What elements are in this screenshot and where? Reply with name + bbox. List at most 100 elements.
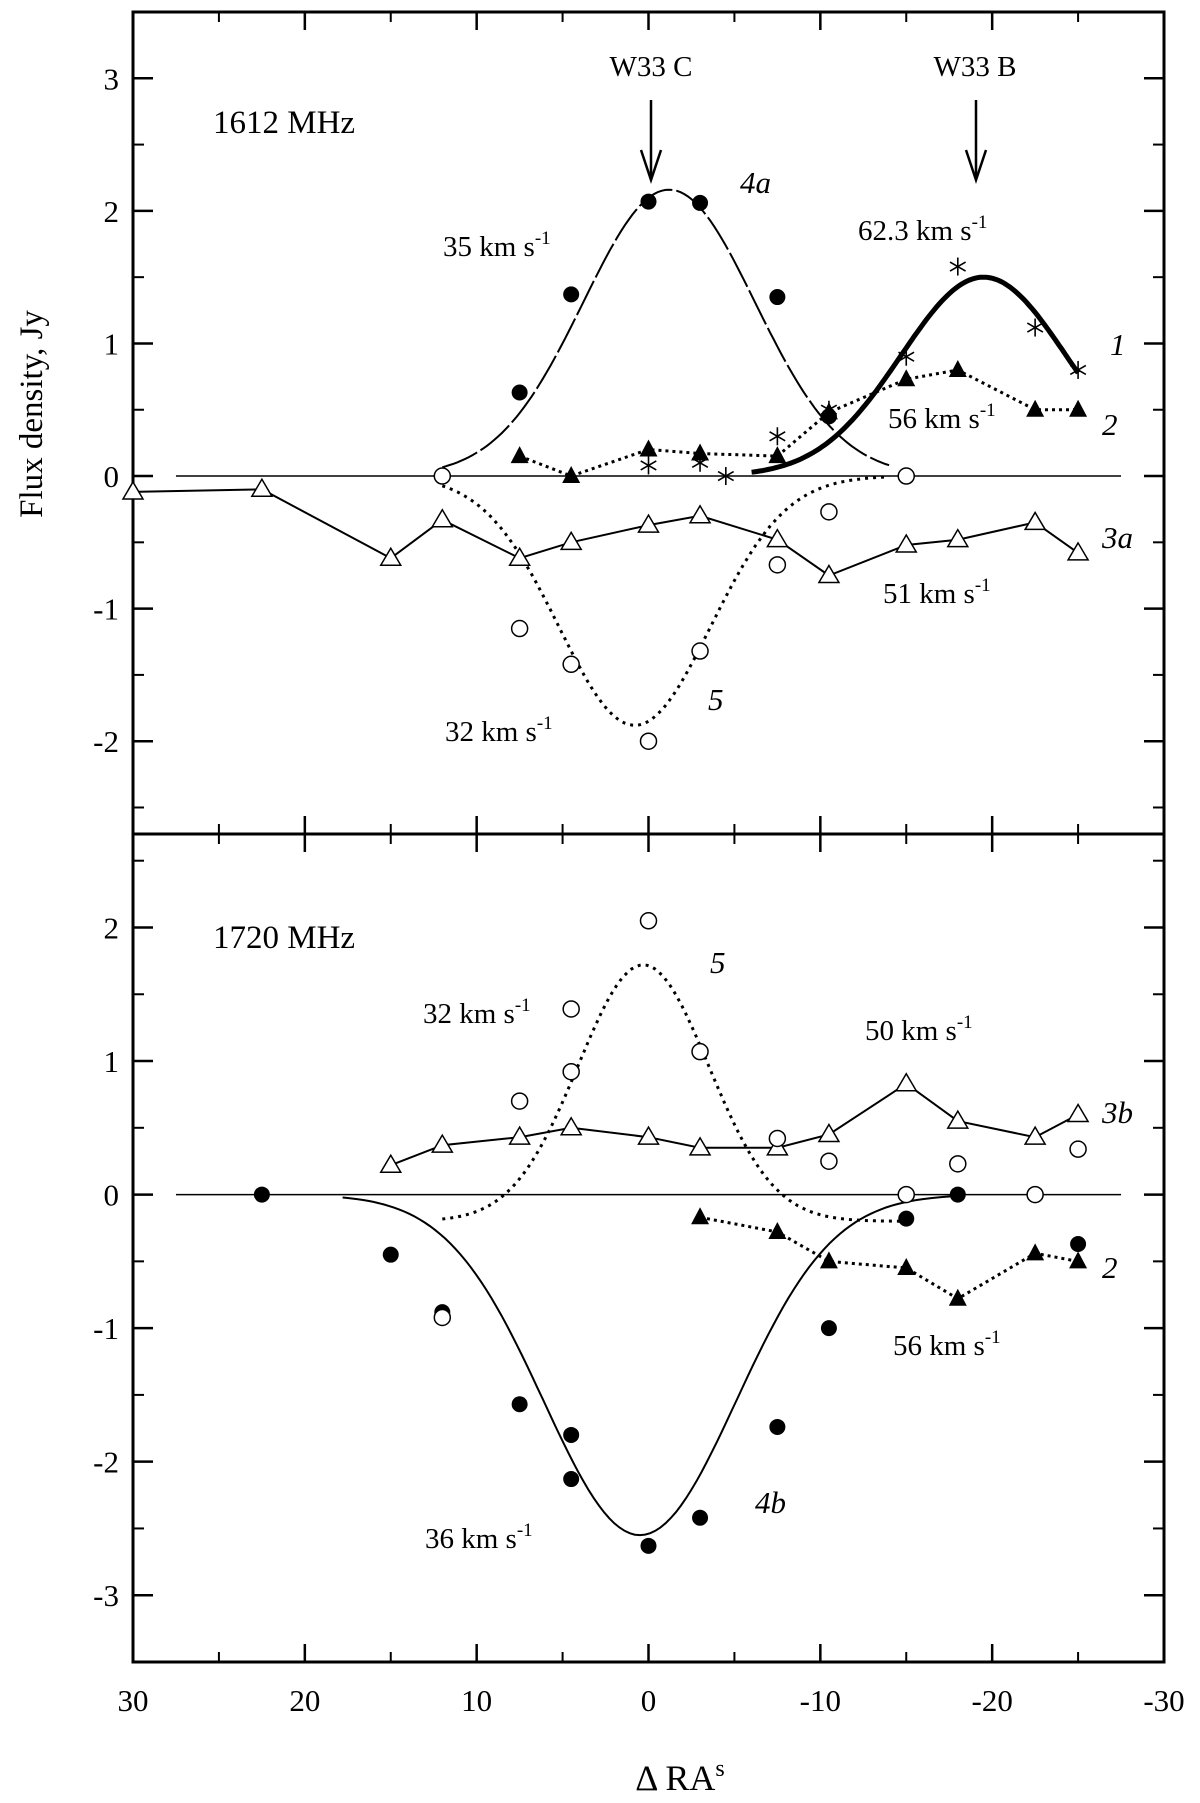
marker-3a xyxy=(430,508,454,528)
curve-label-2-top: 2 xyxy=(1102,407,1118,442)
annotation-w33b: W33 B xyxy=(934,51,1017,184)
fit-curves xyxy=(342,188,1081,1537)
marker-3b xyxy=(559,1116,583,1136)
x-tick-label: 10 xyxy=(461,1683,492,1718)
curve-label-1: 1 xyxy=(1110,327,1126,362)
marker-4b xyxy=(253,1186,270,1203)
y-tick-label: 1 xyxy=(104,326,120,361)
x-tick-label: 0 xyxy=(641,1683,657,1718)
marker-3a xyxy=(121,480,145,500)
marker-1 xyxy=(949,261,966,272)
marker-3b xyxy=(1023,1125,1047,1145)
marker-5 xyxy=(562,655,580,674)
fit-curve-5 xyxy=(442,963,907,1223)
marker-3a xyxy=(946,528,970,548)
marker-3b xyxy=(508,1125,531,1145)
marker-4b xyxy=(949,1186,966,1203)
x-tick-label: 30 xyxy=(118,1683,149,1718)
x-tick-label: -30 xyxy=(1143,1683,1184,1718)
marker-5 xyxy=(820,1152,838,1170)
marker-3b xyxy=(817,1123,841,1143)
marker-3a xyxy=(817,563,841,584)
marker-2 xyxy=(691,443,710,461)
y-tick-label: -3 xyxy=(93,1578,119,1613)
marker-2 xyxy=(948,359,967,377)
marker-4b xyxy=(640,1537,657,1554)
y-tick-label: 2 xyxy=(104,910,120,945)
annotation-w33b-label: W33 B xyxy=(934,51,1017,83)
marker-3a xyxy=(1023,510,1047,531)
marker-1 xyxy=(640,460,657,471)
marker-4b xyxy=(769,1418,786,1435)
velocity-label-2-top: 56 km s-1 xyxy=(888,400,996,435)
fit-curve-4b xyxy=(342,1195,958,1537)
marker-2 xyxy=(948,1288,967,1306)
x-axis-label: Δ RAs xyxy=(635,1756,725,1798)
marker-3a xyxy=(559,530,583,551)
series-line-3a xyxy=(132,488,1079,577)
curve-label-5-bottom: 5 xyxy=(710,945,726,980)
marker-5 xyxy=(949,1155,967,1173)
marker-4b xyxy=(1070,1235,1087,1252)
marker-1 xyxy=(898,351,915,362)
marker-1 xyxy=(717,470,735,482)
y-tick-label: 2 xyxy=(104,194,120,229)
marker-3b xyxy=(379,1153,403,1173)
marker-3a xyxy=(508,546,531,566)
annotation-w33c-arrowhead xyxy=(639,149,663,184)
marker-3a xyxy=(766,528,789,548)
marker-5 xyxy=(639,732,658,750)
marker-5 xyxy=(897,467,915,485)
marker-5 xyxy=(433,467,452,485)
marker-4b xyxy=(382,1246,399,1263)
series-line-2 xyxy=(699,1215,1079,1301)
velocity-label-4a: 35 km s-1 xyxy=(443,228,551,263)
y-tick-label: 0 xyxy=(104,1178,120,1213)
velocity-label-4b: 36 km s-1 xyxy=(425,1520,533,1555)
y-tick-label: 1 xyxy=(104,1044,120,1079)
x-tick-label: -10 xyxy=(800,1683,841,1718)
marker-3b xyxy=(688,1136,712,1156)
marker-3a xyxy=(894,533,918,553)
marker-2 xyxy=(897,369,916,387)
marker-3b xyxy=(637,1125,660,1145)
marker-2 xyxy=(819,1251,838,1269)
marker-3a xyxy=(250,477,274,498)
marker-5 xyxy=(768,1129,787,1148)
marker-5 xyxy=(691,642,709,660)
marker-2 xyxy=(639,439,658,457)
marker-5 xyxy=(897,1185,915,1204)
series-line-2 xyxy=(519,368,1079,478)
velocity-label-3b: 50 km s-1 xyxy=(865,1012,973,1047)
marker-3b xyxy=(430,1133,454,1153)
marker-2 xyxy=(897,1258,916,1276)
fit-curve-1 xyxy=(751,274,1081,475)
marker-3b xyxy=(946,1109,970,1129)
marker-5 xyxy=(691,1042,709,1061)
marker-1 xyxy=(769,431,786,442)
marker-4b xyxy=(820,1320,837,1337)
fit-curve-4a xyxy=(442,188,890,469)
y-tick-label: 0 xyxy=(104,459,120,494)
marker-4b xyxy=(563,1426,580,1443)
curve-label-2-bottom: 2 xyxy=(1102,1250,1118,1285)
marker-5 xyxy=(1069,1140,1087,1158)
top-panel-title: 1612 MHz xyxy=(213,105,355,141)
marker-3a xyxy=(637,513,660,533)
marker-5 xyxy=(562,1000,580,1018)
marker-4a xyxy=(563,286,580,303)
marker-4a xyxy=(769,289,786,306)
marker-2 xyxy=(1026,1243,1045,1261)
bottom-panel-title: 1720 MHz xyxy=(213,920,355,956)
marker-5 xyxy=(433,1308,452,1327)
marker-5 xyxy=(510,619,529,638)
x-tick-label: -20 xyxy=(972,1683,1013,1718)
y-tick-label: -1 xyxy=(93,592,119,627)
velocity-label-1: 62.3 km s-1 xyxy=(858,212,987,247)
data-markers xyxy=(121,193,1090,1554)
marker-1 xyxy=(1026,322,1044,333)
marker-5 xyxy=(639,912,658,930)
marker-4a xyxy=(692,194,709,211)
marker-5 xyxy=(562,1062,580,1081)
